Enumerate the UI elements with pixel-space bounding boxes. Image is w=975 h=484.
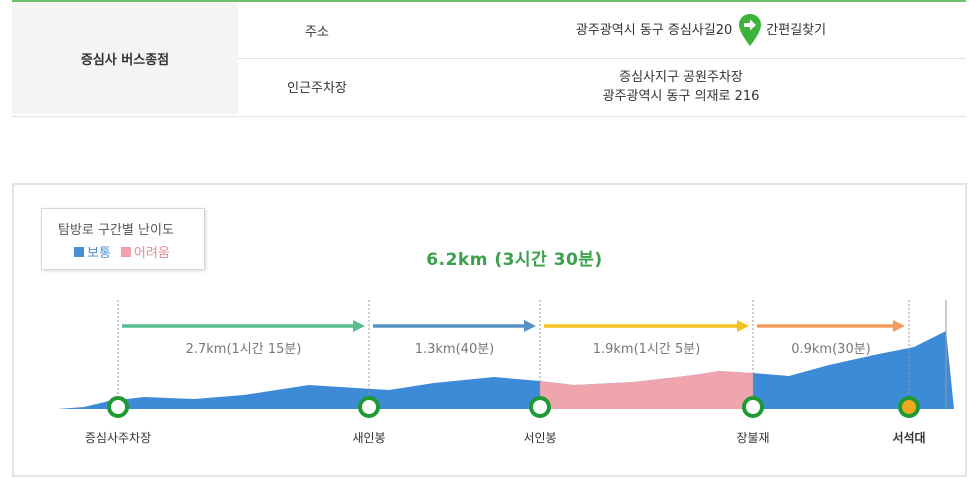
waypoint-marker xyxy=(742,396,764,418)
legend-label-normal: 보통 xyxy=(87,246,111,261)
trail-profile-panel: 탐방로 구간별 난이도 보통 어려움 6.2km (3시간 30분) 2.7km… xyxy=(12,183,967,477)
waypoint-label: 증심사주차장 xyxy=(85,431,151,445)
segment-arrow-head xyxy=(893,320,905,332)
waypoint-label: 서석대 xyxy=(892,430,925,445)
trail-profile-chart: 2.7km(1시간 15분) 1.3km(40분) 1.9km(1시간 5분) 0.9… xyxy=(58,300,954,445)
address-cell: 광주광역시 동구 증심사길20 간편길찾기 xyxy=(396,2,966,58)
waypoint-marker xyxy=(358,396,380,418)
waypoint-marker xyxy=(529,396,551,418)
address-row: 주소 광주광역시 동구 증심사길20 간편길찾기 xyxy=(238,2,966,59)
summit-marker xyxy=(898,396,920,418)
map-pin-icon[interactable] xyxy=(738,13,762,47)
segment-label: 0.9km(30분) xyxy=(791,342,871,357)
parking-address: 광주광역시 동구 의재로 216 xyxy=(602,88,760,104)
waypoint-label: 장불재 xyxy=(736,431,769,445)
segment-label: 2.7km(1시간 15분) xyxy=(186,342,302,357)
parking-cell: 증심사지구 공원주차장 광주광역시 동구 의재로 216 xyxy=(396,59,966,114)
waypoint-marker xyxy=(107,396,129,418)
segment-label: 1.9km(1시간 5분) xyxy=(593,342,701,357)
route-link[interactable]: 간편길찾기 xyxy=(738,13,826,47)
address-value: 광주광역시 동구 증심사길20 xyxy=(575,22,733,38)
legend-item-hard: 어려움 xyxy=(120,242,170,261)
segment-arrow-head xyxy=(737,320,749,332)
segment-arrow-head xyxy=(524,320,536,332)
legend-swatch-normal xyxy=(74,246,84,257)
legend-swatch-hard xyxy=(120,246,131,257)
legend-item-normal: 보통 xyxy=(74,242,111,261)
address-line: 광주광역시 동구 증심사길20 간편길찾기 xyxy=(536,13,826,47)
parking-row: 인근주차장 증심사지구 공원주차장 광주광역시 동구 의재로 216 xyxy=(238,59,966,114)
waypoint-label: 새인봉 xyxy=(352,431,385,445)
parking-label: 인근주차장 xyxy=(287,81,347,96)
trail-info-table: 증심사 버스종점 주소 광주광역시 동구 증심사길20 간편길찾기 인근주차장 … xyxy=(12,0,966,117)
address-label: 주소 xyxy=(305,24,329,40)
terrain-area-hard xyxy=(540,371,753,409)
legend-title: 탐방로 구간별 난이도 xyxy=(58,223,174,238)
route-link-label[interactable]: 간편길찾기 xyxy=(766,22,827,38)
segment-arrow-head xyxy=(353,320,365,332)
total-distance-time: 6.2km (3시간 30분) xyxy=(426,250,603,270)
legend-items: 보통 어려움 xyxy=(74,242,170,261)
legend-label-hard: 어려움 xyxy=(133,246,170,261)
place-name: 증심사 버스종점 xyxy=(12,2,238,114)
segment-label: 1.3km(40분) xyxy=(415,342,495,357)
parking-name: 증심사지구 공원주차장 xyxy=(619,69,743,85)
difficulty-legend: 탐방로 구간별 난이도 보통 어려움 xyxy=(41,208,205,270)
waypoint-label: 서인봉 xyxy=(523,431,556,445)
